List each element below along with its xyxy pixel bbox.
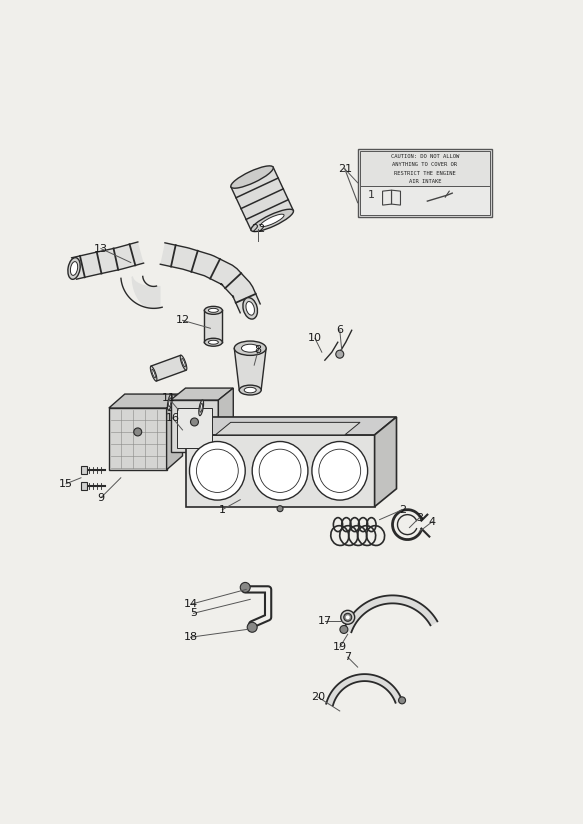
Polygon shape <box>177 408 212 448</box>
Ellipse shape <box>244 387 256 393</box>
Text: 7: 7 <box>344 652 352 662</box>
Polygon shape <box>185 435 375 507</box>
Ellipse shape <box>243 297 258 319</box>
Text: 15: 15 <box>59 479 73 489</box>
Text: AIR INTAKE: AIR INTAKE <box>409 180 441 185</box>
Circle shape <box>240 583 250 592</box>
Ellipse shape <box>180 355 187 370</box>
Circle shape <box>344 613 352 621</box>
Polygon shape <box>326 674 402 705</box>
Ellipse shape <box>189 442 245 500</box>
Polygon shape <box>167 394 182 470</box>
Ellipse shape <box>231 166 273 188</box>
Polygon shape <box>81 466 87 474</box>
Text: 6: 6 <box>336 325 343 335</box>
Polygon shape <box>234 349 266 390</box>
Ellipse shape <box>205 307 222 314</box>
Text: 18: 18 <box>184 632 198 642</box>
Text: 1: 1 <box>368 190 375 200</box>
Circle shape <box>399 697 406 704</box>
Polygon shape <box>215 423 360 435</box>
Text: 4: 4 <box>429 517 436 527</box>
Polygon shape <box>171 400 219 452</box>
Polygon shape <box>72 242 143 279</box>
Text: 21: 21 <box>338 164 352 174</box>
Ellipse shape <box>261 214 284 227</box>
Ellipse shape <box>239 385 261 395</box>
Text: RESTRICT THE ENGINE: RESTRICT THE ENGINE <box>394 171 456 176</box>
Ellipse shape <box>251 209 293 232</box>
Ellipse shape <box>71 261 78 275</box>
Text: 19: 19 <box>333 642 347 653</box>
Ellipse shape <box>252 442 308 500</box>
Circle shape <box>191 418 198 426</box>
Ellipse shape <box>208 340 219 344</box>
Polygon shape <box>344 596 437 632</box>
FancyBboxPatch shape <box>360 186 490 214</box>
Text: 3: 3 <box>416 513 423 522</box>
Text: CAUTION: DO NOT ALLOW: CAUTION: DO NOT ALLOW <box>391 154 459 159</box>
Circle shape <box>336 350 344 358</box>
Circle shape <box>134 428 142 436</box>
Polygon shape <box>109 394 182 408</box>
Ellipse shape <box>68 258 80 279</box>
Ellipse shape <box>200 404 202 412</box>
Text: 16: 16 <box>166 413 180 423</box>
Ellipse shape <box>205 338 222 346</box>
Polygon shape <box>171 388 233 400</box>
Circle shape <box>277 506 283 512</box>
Polygon shape <box>205 311 222 342</box>
Ellipse shape <box>150 366 157 382</box>
Circle shape <box>341 611 354 625</box>
Text: 17: 17 <box>318 616 332 626</box>
Text: 9: 9 <box>97 493 104 503</box>
Text: 8: 8 <box>255 345 262 355</box>
Text: ANYTHING TO COVER OR: ANYTHING TO COVER OR <box>392 162 457 167</box>
Polygon shape <box>375 417 396 507</box>
Text: 20: 20 <box>311 692 325 702</box>
Text: 5: 5 <box>190 608 197 618</box>
Polygon shape <box>185 417 396 435</box>
Polygon shape <box>151 355 187 381</box>
Polygon shape <box>168 395 202 415</box>
Text: 11: 11 <box>161 393 175 403</box>
Text: 13: 13 <box>94 244 108 254</box>
Text: 12: 12 <box>175 316 189 325</box>
Ellipse shape <box>208 308 219 312</box>
Polygon shape <box>81 482 87 489</box>
Ellipse shape <box>241 344 259 352</box>
Text: 10: 10 <box>308 333 322 344</box>
Circle shape <box>247 622 257 632</box>
Text: 14: 14 <box>184 599 198 610</box>
Polygon shape <box>231 167 293 230</box>
Text: 22: 22 <box>251 223 265 234</box>
Ellipse shape <box>246 302 254 315</box>
Ellipse shape <box>167 395 172 410</box>
Ellipse shape <box>182 358 185 367</box>
Ellipse shape <box>234 341 266 355</box>
Circle shape <box>346 616 350 620</box>
Text: 1: 1 <box>219 504 226 515</box>
Polygon shape <box>219 388 233 452</box>
Circle shape <box>340 625 348 634</box>
FancyBboxPatch shape <box>358 149 492 217</box>
Ellipse shape <box>312 442 368 500</box>
FancyBboxPatch shape <box>360 151 490 186</box>
Ellipse shape <box>168 398 171 407</box>
Ellipse shape <box>199 400 203 415</box>
Ellipse shape <box>152 369 156 378</box>
Polygon shape <box>160 243 260 313</box>
Polygon shape <box>109 408 167 470</box>
Text: 2: 2 <box>399 504 406 515</box>
